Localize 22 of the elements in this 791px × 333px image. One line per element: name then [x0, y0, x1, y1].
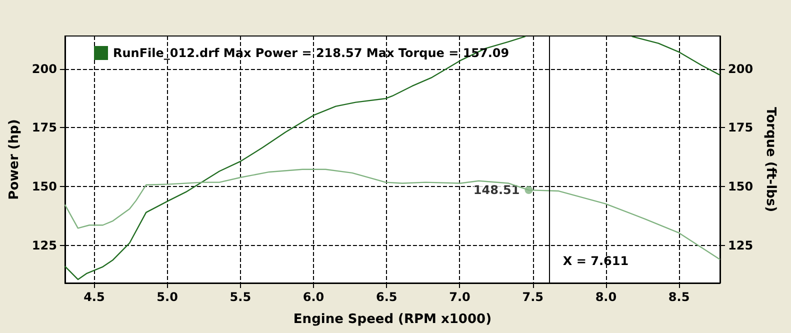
- y-axis-title: Power (hp): [7, 119, 22, 200]
- x-tick-label: 5.5: [230, 290, 252, 304]
- x-tick-label: 8.5: [668, 290, 690, 304]
- annotation: 148.51: [473, 183, 520, 198]
- x-axis-title: Engine Speed (RPM x1000): [293, 312, 492, 327]
- x-tick-label: 8.0: [595, 290, 617, 304]
- ref-line-label: X = 7.611: [562, 254, 629, 268]
- y-tick-label: 125: [32, 238, 57, 252]
- y-tick-label: 175: [32, 120, 57, 135]
- y2-tick-label: 200: [728, 62, 754, 76]
- y2-tick-label: 150: [728, 180, 754, 194]
- x-tick-label: 6.0: [302, 290, 324, 304]
- x-tick-label: 6.5: [376, 290, 398, 304]
- y2-tick-label: 125: [728, 238, 754, 252]
- x-tick-label: 7.5: [522, 290, 544, 304]
- x-tick-label: 7.0: [449, 290, 470, 304]
- y2-axis-title: Torque (ft-lbs): [762, 106, 778, 212]
- y-tick-label: 200: [32, 62, 57, 76]
- x-tick-label: 4.5: [84, 290, 105, 304]
- x-tick-label: 5.0: [156, 290, 178, 304]
- y2-tick-label: 175: [728, 120, 754, 135]
- y-tick-label: 150: [32, 180, 57, 194]
